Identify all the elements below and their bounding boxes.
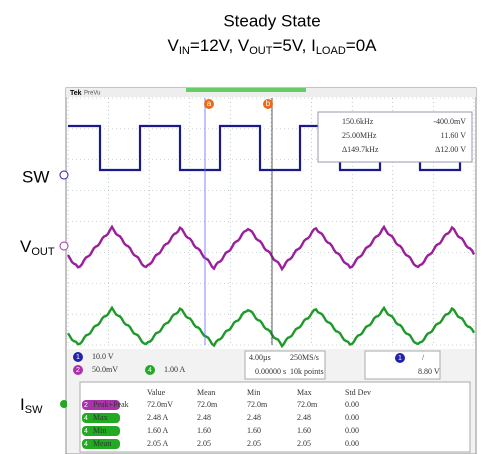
table-cell: 72.0m xyxy=(247,400,268,409)
subtitle-sub: IN xyxy=(179,45,190,57)
title: Steady State xyxy=(223,11,320,30)
trig-num: 1 xyxy=(398,355,402,362)
cursor-value: -400.0mV xyxy=(433,117,466,126)
table-cell: 0.00 xyxy=(345,439,359,448)
ch-badge xyxy=(60,400,68,408)
cursor-value: Δ149.7kHz xyxy=(342,145,379,154)
row-num: 4 xyxy=(84,441,88,448)
subtitle-part: V xyxy=(167,36,179,55)
table-header: Std Dev xyxy=(345,388,371,397)
table-cell: Mean xyxy=(93,439,111,448)
table-header: Mean xyxy=(197,388,215,397)
table-cell: Min xyxy=(93,426,106,435)
trace-label: VOUT xyxy=(20,237,55,257)
table-header: Value xyxy=(147,388,166,397)
page: Steady State VIN=12V, VOUT=5V, ILOAD=0A … xyxy=(0,0,484,454)
table-cell: 2.48 xyxy=(197,413,211,422)
table-cell: 1.60 xyxy=(297,426,311,435)
row-num: 2 xyxy=(84,402,88,409)
trace-label: SW xyxy=(22,167,49,186)
record-bar xyxy=(186,88,306,92)
measure-table xyxy=(80,382,470,452)
ch-badge xyxy=(60,171,68,179)
subtitle-sub: OUT xyxy=(249,45,273,57)
ch-badge xyxy=(60,242,68,250)
subtitle-part: =0A xyxy=(346,36,377,55)
trace-label-sub: OUT xyxy=(31,246,55,258)
table-cell: 2.48 xyxy=(297,413,311,422)
table-cell: 72.0m xyxy=(297,400,318,409)
table-cell: 1.60 xyxy=(247,426,261,435)
trig-level: 8.80 V xyxy=(418,367,440,376)
ch-num: 1 xyxy=(76,354,80,361)
mode: PreVu xyxy=(84,91,100,97)
table-cell: 2.05 A xyxy=(147,439,169,448)
subtitle-sub: LOAD xyxy=(316,45,346,57)
table-cell: 2.48 A xyxy=(147,413,169,422)
cursor-badge-label: a xyxy=(207,99,212,108)
ch-scale: 50.0mV xyxy=(92,365,118,374)
table-cell: 1.60 xyxy=(197,426,211,435)
ch-num: 4 xyxy=(148,367,152,374)
table-cell: 0.00 xyxy=(345,400,359,409)
brand: Tek xyxy=(70,90,82,97)
subtitle-part: =12V, V xyxy=(190,36,250,55)
cursor-value: Δ12.00 V xyxy=(435,145,466,154)
table-cell: 2.05 xyxy=(247,439,261,448)
cursor-badge-label: b xyxy=(266,99,271,108)
table-cell: 0.00 xyxy=(345,426,359,435)
table-cell: 2.48 xyxy=(247,413,261,422)
table-cell: Peak+Peak xyxy=(93,400,129,409)
timebase: 10k points xyxy=(290,367,324,376)
trace-label: ISW xyxy=(20,395,43,415)
table-cell: 72.0mV xyxy=(147,400,173,409)
subtitle-part: =5V, I xyxy=(272,36,315,55)
ch-scale: 1.00 A xyxy=(164,365,186,374)
row-num: 4 xyxy=(84,428,88,435)
table-cell: 2.05 xyxy=(297,439,311,448)
cursor-value: 11.60 V xyxy=(441,131,467,140)
table-cell: 0.00 xyxy=(345,413,359,422)
timebase: 250MS/s xyxy=(290,353,319,362)
trace-label-part: V xyxy=(20,237,32,256)
table-header: Max xyxy=(297,388,312,397)
table-cell: Max xyxy=(93,413,108,422)
table-cell: 2.05 xyxy=(197,439,211,448)
table-header: Min xyxy=(247,388,260,397)
timebase: 0.00000 s xyxy=(255,367,286,376)
table-cell: 72.0m xyxy=(197,400,218,409)
ch-num: 2 xyxy=(76,367,80,374)
cursor-value: 25.00MHz xyxy=(342,131,377,140)
cursor-value: 150.6kHz xyxy=(342,117,374,126)
timebase: 4.00µs xyxy=(249,353,271,362)
subtitle: VIN=12V, VOUT=5V, ILOAD=0A xyxy=(167,36,377,56)
table-cell: 1.60 A xyxy=(147,426,169,435)
row-num: 4 xyxy=(84,415,88,422)
ch-scale: 10.0 V xyxy=(92,352,114,361)
trace-label-sub: SW xyxy=(25,404,43,416)
